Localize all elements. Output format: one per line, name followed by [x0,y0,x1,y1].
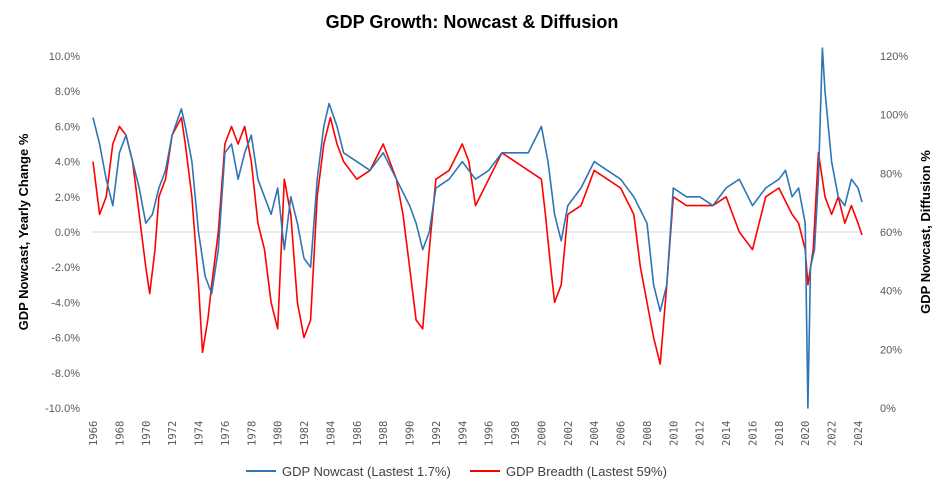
x-tick-label: 2014 [721,421,733,446]
x-tick-label: 1970 [141,421,153,446]
x-tick-label: 1982 [299,421,311,446]
x-tick-label: 2002 [563,421,575,446]
x-tick-label: 2012 [695,421,707,446]
chart-title: GDP Growth: Nowcast & Diffusion [326,12,619,32]
y-tick-label: 8.0% [55,86,80,98]
y2-tick-label: 20% [880,344,902,356]
y-tick-label: -6.0% [51,333,80,345]
x-tick-label: 1966 [88,421,100,446]
y2-tick-label: 100% [880,110,908,122]
legend-label: GDP Nowcast (Lastest 1.7%) [282,464,451,479]
y2-tick-label: 0% [880,403,896,415]
y-tick-label: 4.0% [55,157,80,169]
x-tick-label: 2008 [642,421,654,446]
x-tick-label: 1988 [378,421,390,446]
x-tick-label: 1976 [220,421,232,446]
y-tick-label: 6.0% [55,121,80,133]
y-tick-label: -4.0% [51,297,80,309]
x-tick-label: 2018 [774,421,786,446]
x-tick-label: 1996 [484,421,496,446]
x-tick-label: 2000 [536,421,548,446]
y-tick-label: -8.0% [51,368,80,380]
x-tick-label: 2020 [800,421,812,446]
y-axis-title: GDP Nowcast, Yearly Change % [16,133,31,330]
legend: GDP Nowcast (Lastest 1.7%) GDP Breadth (L… [246,464,667,479]
y2-tick-label: 120% [880,51,908,63]
series-line-breadth [92,116,863,365]
x-tick-label: 1992 [431,421,443,446]
y-tick-label: 2.0% [55,192,80,204]
x-tick-label: 1980 [273,421,285,446]
x-tick-label: 2004 [589,421,601,446]
series-line-nowcast [92,47,863,409]
x-tick-label: 1984 [325,421,337,446]
y2-tick-label: 80% [880,168,902,180]
y2-tick-label: 60% [880,227,902,239]
x-tick-label: 2016 [747,421,759,446]
x-tick-label: 1986 [352,421,364,446]
x-tick-label: 1994 [457,421,469,446]
x-tick-label: 1974 [194,421,206,446]
x-tick-label: 2010 [668,421,680,446]
x-tick-label: 2006 [616,421,628,446]
x-tick-label: 1998 [510,421,522,446]
y-tick-label: -10.0% [45,403,80,415]
y-tick-label: 10.0% [49,51,80,63]
y2-axis-title: GDP Nowcast, Diffusion % [918,150,933,314]
y-tick-label: 0.0% [55,227,80,239]
x-tick-label: 1972 [167,421,179,446]
y-tick-label: -2.0% [51,262,80,274]
y2-tick-label: 40% [880,286,902,298]
legend-label: GDP Breadth (Lastest 59%) [506,464,667,479]
x-tick-label: 1978 [246,421,258,446]
x-tick-label: 1968 [114,421,126,446]
x-tick-label: 2022 [827,421,839,446]
x-tick-label: 1990 [405,421,417,446]
x-tick-label: 2024 [853,421,865,446]
